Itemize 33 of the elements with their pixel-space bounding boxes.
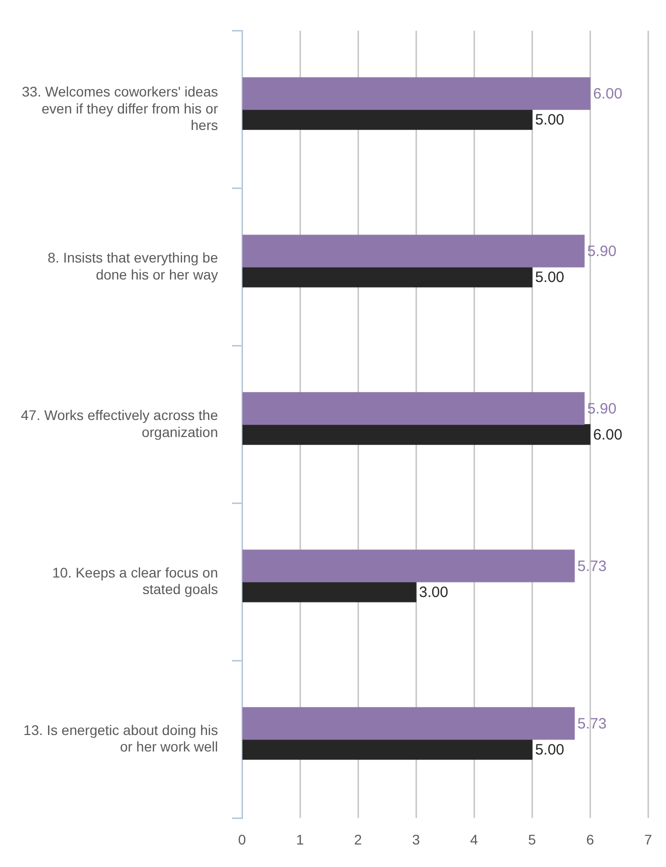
data-label: 5.90 (587, 243, 616, 260)
bar (242, 109, 532, 130)
bar (242, 77, 590, 110)
data-label: 6.00 (593, 426, 622, 444)
bar (242, 550, 575, 582)
x-tick-label: 6 (586, 831, 594, 848)
bar (242, 582, 416, 602)
y-tick-label: 33. Welcomes coworkers' ideas even if they differ from his or hers (22, 84, 218, 134)
bar (242, 234, 585, 268)
bar (242, 392, 585, 425)
bar (242, 424, 590, 445)
x-tick-label: 7 (644, 831, 652, 848)
y-tick-label: 10. Keeps a clear focus on stated goals (52, 564, 218, 598)
x-tick-label: 0 (238, 831, 246, 848)
y-tick-label: 8. Insists that everything be done his or her way (48, 249, 218, 282)
y-tick-label: 13. Is energetic about doing his or her work well (23, 722, 218, 755)
bar (242, 739, 532, 760)
bar (242, 266, 532, 288)
x-tick-label: 4 (470, 831, 478, 848)
x-tick-label: 3 (412, 831, 420, 848)
x-tick-label: 1 (296, 831, 304, 848)
data-label: 5.00 (535, 742, 564, 759)
data-label: 5.73 (577, 558, 607, 576)
data-label: 5.73 (577, 716, 607, 733)
data-label: 5.00 (535, 269, 564, 286)
x-tick-label: 5 (528, 831, 536, 848)
x-tick-label: 2 (354, 831, 362, 848)
data-label: 5.90 (587, 400, 616, 418)
data-label: 3.00 (419, 584, 448, 602)
data-label: 6.00 (593, 86, 622, 103)
data-label: 5.00 (535, 112, 564, 129)
bar (242, 707, 575, 740)
y-tick-label: 47. Works effectively across the organization (20, 406, 218, 440)
